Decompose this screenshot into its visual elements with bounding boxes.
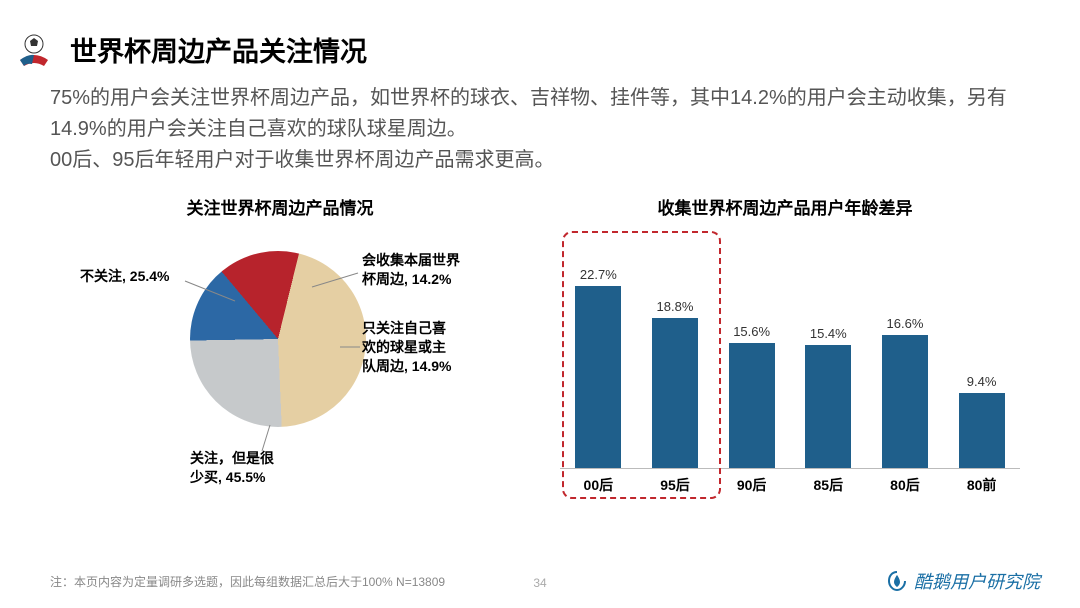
brand-icon bbox=[886, 570, 908, 592]
pie-graphic bbox=[190, 251, 366, 427]
bar-rect bbox=[959, 393, 1005, 468]
pie-label-1: 不关注, 25.4% bbox=[80, 267, 169, 286]
bar-value-label: 16.6% bbox=[887, 316, 924, 331]
body-line-2: 00后、95后年轻用户对于收集世界杯周边产品需求更高。 bbox=[50, 145, 1030, 176]
pie-label-3: 只关注自己喜 欢的球星或主 队周边, 14.9% bbox=[362, 319, 451, 376]
highlight-box bbox=[562, 231, 721, 499]
bar-group: 15.4% bbox=[798, 326, 858, 468]
bar-rect bbox=[882, 335, 928, 468]
pie-label-0: 关注，但是很 少买, 45.5% bbox=[190, 449, 274, 487]
header-logo-icon bbox=[14, 30, 54, 70]
body-text: 75%的用户会关注世界杯周边产品，如世界杯的球衣、吉祥物、挂件等，其中14.2%… bbox=[50, 83, 1030, 176]
footnote: 注：本页内容为定量调研多选题，因此每组数据汇总后大于100% N=13809 bbox=[50, 573, 445, 590]
bar-category-label: 90后 bbox=[722, 475, 782, 495]
page-number: 34 bbox=[533, 576, 546, 590]
pie-chart: 关注，但是很 少买, 45.5% 不关注, 25.4% 会收集本届世界 杯周边,… bbox=[50, 229, 510, 489]
bar-rect bbox=[729, 343, 775, 468]
bar-category-label: 85后 bbox=[798, 475, 858, 495]
bar-group: 9.4% bbox=[952, 374, 1012, 468]
bar-category-label: 80前 bbox=[952, 475, 1012, 495]
bar-value-label: 9.4% bbox=[967, 374, 997, 389]
brand-label: 酷鹅用户研究院 bbox=[886, 568, 1040, 594]
bar-chart-title: 收集世界杯周边产品用户年龄差异 bbox=[540, 194, 1030, 219]
bar-value-label: 15.6% bbox=[733, 324, 770, 339]
slide-title: 世界杯周边产品关注情况 bbox=[70, 30, 1030, 69]
bar-category-label: 80后 bbox=[875, 475, 935, 495]
pie-label-2: 会收集本届世界 杯周边, 14.2% bbox=[362, 251, 460, 289]
bar-chart: 22.7% 18.8% 15.6% 15.4% 16.6% 9.4% 00后95… bbox=[540, 229, 1030, 499]
bar-value-label: 15.4% bbox=[810, 326, 847, 341]
bar-group: 15.6% bbox=[722, 324, 782, 468]
bar-rect bbox=[805, 345, 851, 468]
pie-chart-title: 关注世界杯周边产品情况 bbox=[50, 194, 510, 219]
body-line-1: 75%的用户会关注世界杯周边产品，如世界杯的球衣、吉祥物、挂件等，其中14.2%… bbox=[50, 83, 1030, 145]
bar-group: 16.6% bbox=[875, 316, 935, 468]
